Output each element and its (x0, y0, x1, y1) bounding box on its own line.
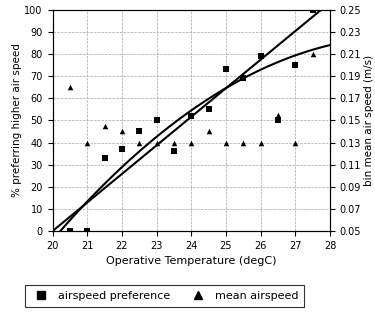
Point (310, 51, 316, 56)
Point (275, 112, 281, 117)
Legend: airspeed preference, mean airspeed: airspeed preference, mean airspeed (25, 285, 304, 307)
Y-axis label: % preferring higher air speed: % preferring higher air speed (12, 43, 22, 197)
Point (240, 76, 246, 81)
Point (154, 118, 160, 123)
Point (292, 140, 298, 145)
Point (171, 149, 177, 154)
X-axis label: Operative Temperature (degC): Operative Temperature (degC) (106, 256, 276, 266)
Point (275, 118, 281, 123)
Point (258, 140, 264, 145)
Point (240, 140, 246, 145)
Y-axis label: bin mean air speed (m/s): bin mean air speed (m/s) (364, 55, 374, 186)
Point (136, 129, 142, 134)
Point (310, 7, 316, 12)
Point (84, 229, 90, 234)
Point (206, 107, 212, 112)
Point (119, 129, 125, 134)
Point (206, 129, 212, 134)
Point (171, 140, 177, 145)
Point (223, 67, 229, 72)
Point (84, 140, 90, 145)
Point (223, 140, 229, 145)
Point (67, 84, 73, 90)
Point (292, 62, 298, 68)
Point (102, 155, 108, 160)
Point (67, 229, 73, 234)
Point (258, 54, 264, 59)
Point (102, 123, 108, 128)
Point (154, 140, 160, 145)
Point (136, 140, 142, 145)
Point (188, 140, 194, 145)
Point (119, 147, 125, 152)
Point (188, 113, 194, 118)
